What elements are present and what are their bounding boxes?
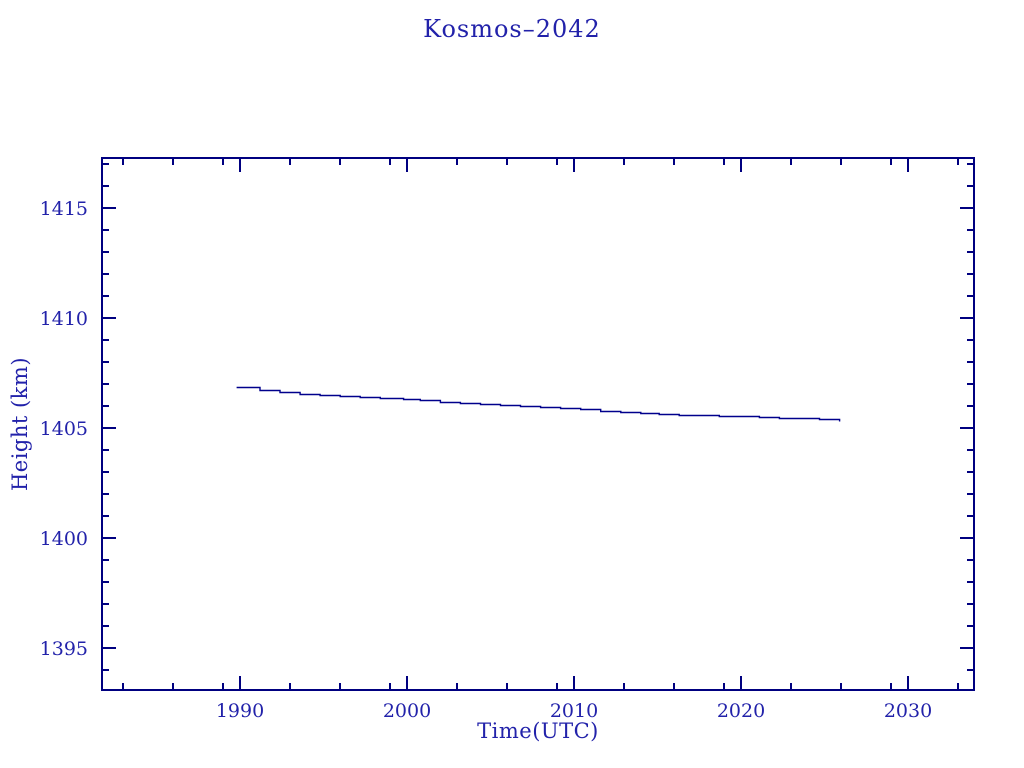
x-tick-label: 2010 [550,700,598,722]
y-tick-label: 1405 [40,418,88,440]
y-tick-label: 1395 [40,638,88,660]
data-line [236,386,841,422]
x-tick-label: 2030 [884,700,932,722]
chart-title: Kosmos–2042 [423,15,601,43]
x-axis-label: Time(UTC) [477,719,599,743]
x-tick-label: 2000 [383,700,431,722]
y-tick-label: 1415 [40,198,88,220]
y-tick-labels: 1395 1400 1405 1410 1415 [40,198,88,660]
x-tick-label: 2020 [717,700,765,722]
y-axis-ticks [102,163,974,671]
y-tick-label: 1410 [40,308,88,330]
y-tick-label: 1400 [40,528,88,550]
plot-frame [101,157,975,691]
x-tick-labels: 1990 2000 2010 2020 2030 [216,700,932,722]
x-axis-ticks [122,158,959,690]
x-tick-label: 1990 [216,700,264,722]
